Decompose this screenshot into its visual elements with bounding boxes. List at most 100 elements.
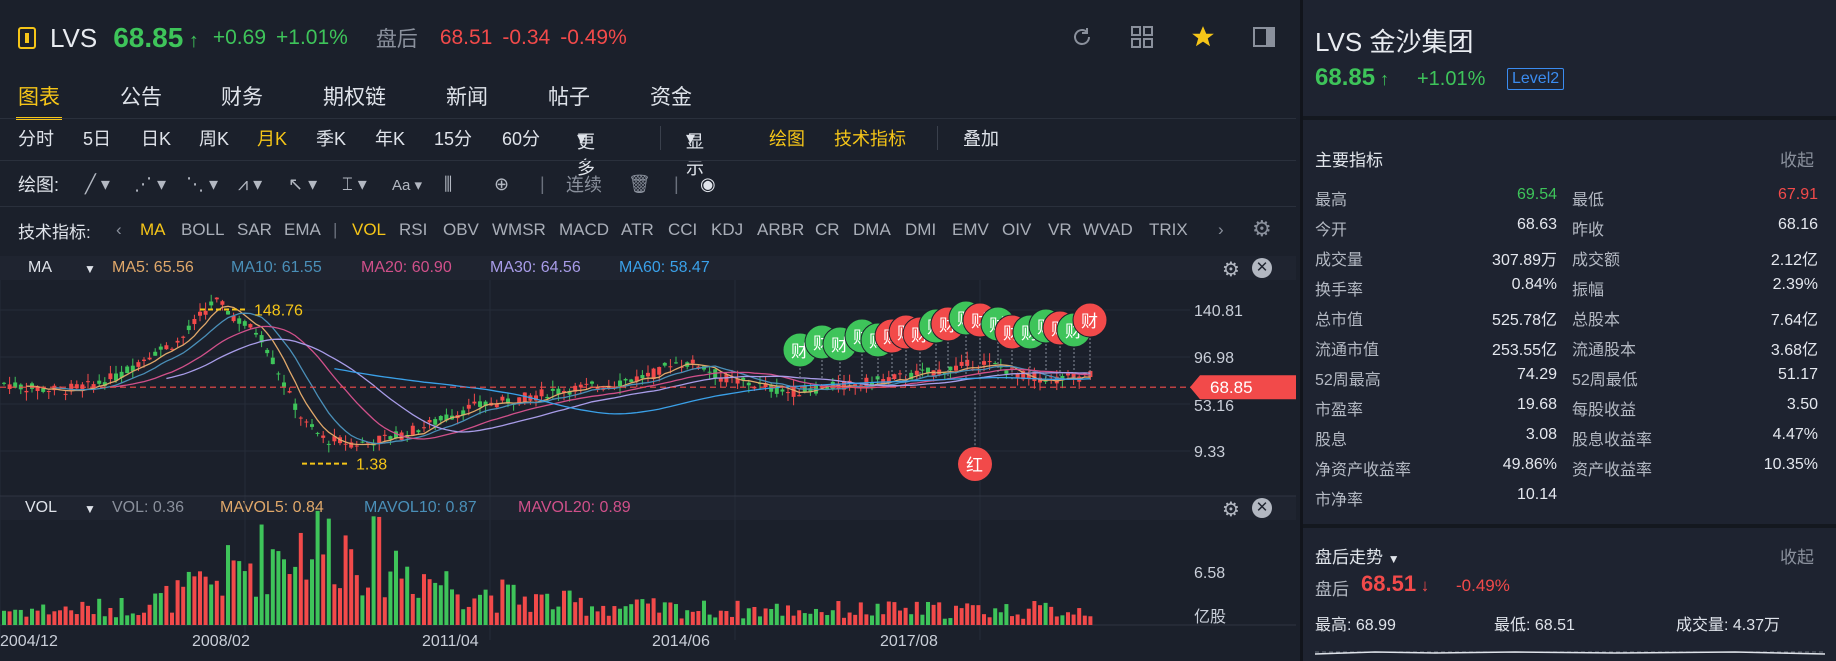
indicator-obv[interactable]: OBV <box>443 220 479 239</box>
volume-bar <box>147 604 152 625</box>
candle-body <box>735 378 740 384</box>
candle-body <box>573 385 578 392</box>
draw-toggle[interactable]: 绘图 <box>769 129 805 149</box>
chevron-right-icon[interactable]: › <box>1218 220 1224 239</box>
after-hours-title[interactable]: 盘后走势 ▼ <box>1315 548 1400 567</box>
indicator-settings-icon[interactable]: ⚙ <box>1252 216 1272 241</box>
period-quarterly[interactable]: 季K <box>316 129 347 149</box>
tab-chart[interactable]: 图表 <box>16 81 62 120</box>
period-15min[interactable]: 15分 <box>434 129 473 149</box>
volume-bar <box>909 614 914 625</box>
period-daily[interactable]: 日K <box>141 129 172 149</box>
ma-close-icon[interactable]: ✕ <box>1252 258 1272 278</box>
indicator-rsi[interactable]: RSI <box>399 220 428 239</box>
chevron-down-icon[interactable]: ▼ <box>84 502 96 516</box>
polyline-tool-icon[interactable]: ⋰ ▾ <box>134 173 167 194</box>
period-intraday[interactable]: 分时 <box>18 129 54 149</box>
line-tool-icon[interactable]: ╱ ▾ <box>85 173 110 194</box>
volume-bar <box>270 549 275 625</box>
indicator-vol[interactable]: VOL <box>352 220 387 239</box>
ma-select[interactable]: MA <box>28 259 52 276</box>
period-5day[interactable]: 5日 <box>83 129 112 149</box>
period-monthly[interactable]: 月K <box>257 129 288 149</box>
text-tool-icon[interactable]: Aa ▾ <box>392 177 423 194</box>
tab-posts[interactable]: 帖子 <box>548 86 590 109</box>
indicator-cr[interactable]: CR <box>815 220 840 239</box>
volume-bar <box>1049 606 1054 625</box>
tab-news[interactable]: 新闻 <box>446 86 488 109</box>
volume-bar <box>685 610 690 625</box>
period-yearly[interactable]: 年K <box>375 129 406 149</box>
candle-body <box>326 443 331 445</box>
price-change: +0.69 <box>212 26 266 49</box>
candle-body <box>1032 371 1037 382</box>
indicator-oiv[interactable]: OIV <box>1002 220 1032 239</box>
vol-settings-icon[interactable]: ⚙ <box>1222 499 1240 521</box>
indicator-sar[interactable]: SAR <box>237 220 272 239</box>
vol-close-icon[interactable]: ✕ <box>1252 498 1272 518</box>
indicator-emv[interactable]: EMV <box>952 220 989 239</box>
chevron-left-icon[interactable]: ‹ <box>116 220 122 239</box>
tab-financials[interactable]: 财务 <box>221 86 263 109</box>
grid-icon[interactable] <box>1130 25 1154 49</box>
key-metrics-fold[interactable]: 收起 <box>1780 151 1814 170</box>
indicator-atr[interactable]: ATR <box>621 220 654 239</box>
metric-label: 今开 <box>1315 222 1348 239</box>
ma-settings-icon[interactable]: ⚙ <box>1222 259 1240 281</box>
tab-options-chain[interactable]: 期权链 <box>323 86 386 109</box>
period-weekly[interactable]: 周K <box>199 129 230 149</box>
eye-icon[interactable]: ◉ <box>700 173 716 194</box>
refresh-icon[interactable] <box>1070 25 1094 49</box>
candle-body <box>763 383 768 388</box>
candle-body <box>231 315 236 322</box>
indicator-boll[interactable]: BOLL <box>181 220 225 239</box>
tab-announcements[interactable]: 公告 <box>120 86 162 109</box>
volume-bar <box>354 575 359 625</box>
volume-bar <box>410 593 415 625</box>
indicator-ema[interactable]: EMA <box>284 220 321 239</box>
indicator-cci[interactable]: CCI <box>668 220 698 239</box>
arrow-tool-icon[interactable]: ↖ ▾ <box>288 173 318 194</box>
indicator-arbr[interactable]: ARBR <box>757 220 805 239</box>
star-icon[interactable] <box>1190 24 1216 50</box>
channel-tool-icon[interactable]: ⋱ ▾ <box>186 173 219 194</box>
indicator-wmsr[interactable]: WMSR <box>492 220 546 239</box>
indicator-dmi[interactable]: DMI <box>905 220 937 239</box>
candle-body <box>427 419 432 423</box>
volume-bar <box>158 593 163 625</box>
after-hours-change-pct: -0.49% <box>1456 576 1510 595</box>
volume-bar <box>735 600 740 625</box>
indicator-dma[interactable]: DMA <box>853 220 891 239</box>
indicator-macd[interactable]: MACD <box>559 220 610 239</box>
fib-tool-icon[interactable]: ⩘ ▾ <box>238 173 263 194</box>
indicator-ma[interactable]: MA <box>140 220 166 239</box>
display-dropdown[interactable]: 显示 ▾ <box>686 127 704 178</box>
trash-icon[interactable]: 🗑 <box>628 173 651 194</box>
indicator-wvad[interactable]: WVAD <box>1083 220 1133 239</box>
candle-body <box>965 359 970 366</box>
zoom-icon[interactable]: ⊕ <box>494 173 510 194</box>
candle-body <box>1015 373 1020 379</box>
level2-badge[interactable]: Level2 <box>1507 68 1565 90</box>
volume-bar <box>315 510 320 625</box>
volume-bar <box>102 616 107 625</box>
chevron-down-icon[interactable]: ▼ <box>84 262 96 276</box>
period-60min[interactable]: 60分 <box>502 129 541 149</box>
panel-toggle-icon[interactable] <box>1252 25 1276 49</box>
after-hours-mini-chart <box>1315 651 1825 655</box>
metric-value: 68.16 <box>1777 216 1818 233</box>
continuous-draw-toggle[interactable]: 连续 <box>566 175 602 195</box>
candle-tool-icon[interactable]: ⫼ <box>444 173 453 194</box>
tab-capital[interactable]: 资金 <box>650 86 692 109</box>
indicator-kdj[interactable]: KDJ <box>711 220 744 239</box>
overlay-button[interactable]: 叠加 <box>963 129 999 149</box>
indicator-vr[interactable]: VR <box>1048 220 1072 239</box>
vol-select[interactable]: VOL <box>25 499 58 516</box>
after-hours-fold[interactable]: 收起 <box>1780 548 1814 567</box>
tech-indicator-toggle[interactable]: 技术指标 <box>834 129 906 149</box>
indicator-trix[interactable]: TRIX <box>1149 220 1188 239</box>
measure-tool-icon[interactable]: ⌶ ▾ <box>342 173 367 194</box>
more-periods-dropdown[interactable]: 更多 ▾ <box>577 127 595 178</box>
candle-body <box>506 398 510 404</box>
